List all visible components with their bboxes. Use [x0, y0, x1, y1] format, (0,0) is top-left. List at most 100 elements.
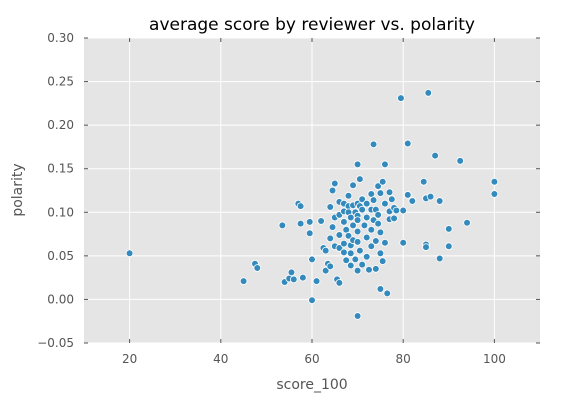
data-point: [374, 219, 382, 228]
data-point: [353, 266, 362, 275]
data-point: [376, 285, 385, 293]
data-point: [372, 237, 380, 245]
data-point: [378, 177, 387, 186]
y-axis-label: polarity: [10, 163, 26, 216]
x-tick-label: 100: [483, 352, 506, 366]
data-point: [399, 238, 408, 247]
data-point: [362, 213, 371, 222]
data-point: [403, 139, 412, 148]
data-point: [239, 277, 248, 285]
chart-title: average score by reviewer vs. polarity: [149, 15, 475, 35]
data-point: [351, 255, 360, 264]
data-point: [289, 275, 298, 284]
data-point: [387, 195, 396, 204]
data-point: [328, 223, 337, 231]
data-point: [408, 197, 417, 205]
data-point: [367, 225, 376, 234]
data-point: [381, 199, 389, 208]
data-point: [376, 189, 385, 197]
data-point: [360, 221, 369, 230]
data-point: [353, 216, 362, 224]
data-point: [353, 312, 362, 320]
x-tick-label: 80: [396, 352, 411, 366]
data-point: [346, 261, 355, 270]
data-point: [125, 249, 134, 258]
data-point: [426, 192, 435, 201]
data-point: [299, 273, 307, 282]
data-point: [376, 249, 385, 258]
data-point: [374, 211, 382, 219]
y-tick-label: 0.15: [47, 162, 74, 176]
y-tick-label: 0.30: [47, 31, 74, 45]
data-point: [340, 218, 348, 226]
data-point: [344, 232, 353, 240]
data-point: [369, 196, 378, 204]
data-point: [397, 94, 405, 102]
data-point: [321, 246, 330, 255]
data-point: [340, 239, 348, 248]
data-point: [399, 206, 408, 215]
data-point: [456, 157, 465, 165]
data-point: [340, 248, 348, 257]
data-point: [376, 228, 385, 237]
data-point: [369, 140, 378, 149]
y-tick-label: 0.05: [47, 249, 74, 263]
data-point: [326, 234, 335, 243]
y-tick-label: 0.20: [47, 118, 74, 132]
data-point: [378, 257, 387, 265]
data-point: [463, 218, 471, 227]
data-point: [326, 262, 335, 271]
data-point: [356, 175, 364, 183]
data-point: [392, 206, 401, 215]
data-point: [321, 266, 330, 275]
data-point: [424, 89, 433, 97]
x-axis-label: score_100: [276, 377, 347, 393]
axis-ticks: 20 40 60 80 100 −0.05 0.00 0.05 0.10 0.15 0.20 0.25…: [37, 31, 540, 366]
data-point: [335, 279, 344, 287]
y-tick-label: 0.10: [47, 205, 74, 219]
data-point: [344, 191, 353, 200]
data-point: [335, 244, 344, 252]
data-point: [353, 238, 362, 246]
data-point: [444, 242, 453, 251]
y-tick-label: 0.00: [47, 292, 74, 306]
data-point: [367, 242, 376, 251]
data-point: [358, 195, 366, 204]
data-point: [435, 254, 444, 263]
data-point: [365, 265, 373, 274]
data-point: [362, 199, 371, 208]
y-tick-label: −0.05: [37, 336, 74, 350]
data-point: [362, 252, 371, 261]
data-point: [372, 265, 380, 273]
x-tick-label: 60: [304, 352, 319, 366]
data-point: [381, 238, 389, 247]
data-point: [305, 218, 314, 226]
data-point: [312, 277, 321, 285]
data-point: [390, 214, 398, 223]
x-tick-label: 40: [213, 352, 228, 366]
data-point: [330, 179, 339, 188]
data-points: [125, 89, 499, 320]
data-point: [490, 190, 499, 198]
data-point: [383, 289, 392, 298]
data-point: [326, 203, 335, 211]
data-point: [335, 231, 344, 239]
data-point: [349, 181, 357, 190]
data-point: [296, 219, 305, 228]
data-point: [490, 177, 499, 186]
data-point: [362, 233, 371, 242]
y-tick-label: 0.25: [47, 75, 74, 89]
data-point: [431, 151, 439, 160]
grid-lines: [84, 37, 540, 344]
data-point: [308, 255, 316, 264]
data-point: [349, 221, 357, 230]
x-tick-label: 20: [122, 352, 137, 366]
data-point: [385, 188, 394, 197]
data-point: [253, 264, 262, 272]
data-point: [353, 160, 362, 169]
data-point: [403, 191, 412, 199]
data-point: [353, 227, 362, 236]
data-point: [381, 160, 389, 169]
data-point: [317, 217, 325, 225]
